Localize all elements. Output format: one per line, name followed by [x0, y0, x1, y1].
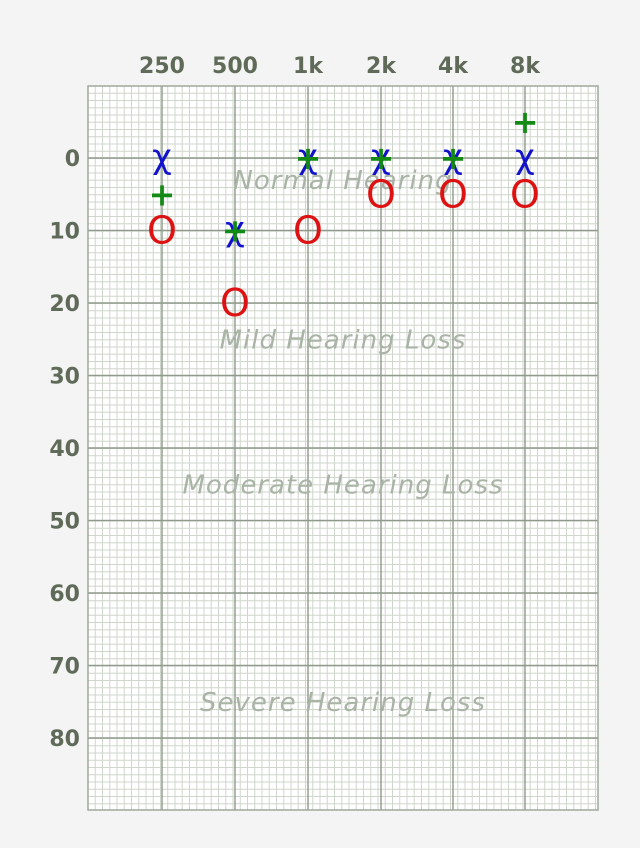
o-marker: O [510, 172, 540, 216]
x-marker: χ [515, 137, 535, 177]
x-tick-label: 4k [438, 54, 469, 79]
y-tick-label: 80 [49, 727, 80, 752]
o-marker: O [293, 209, 323, 253]
x-marker: χ [152, 137, 172, 177]
plot-border [87, 85, 599, 811]
x-marker: χ [443, 137, 463, 177]
region-labels: Normal Hearing Mild Hearing Loss Moderate … [182, 166, 503, 718]
region-label: Severe Hearing Loss [200, 688, 486, 718]
plus-marker: + [512, 103, 539, 141]
x-axis-ticks: 250 500 1k 2k 4k 8k [139, 54, 541, 79]
grid [87, 85, 599, 811]
y-tick-label: 30 [49, 365, 80, 390]
x-marker: χ [371, 137, 391, 177]
x-tick-label: 1k [293, 54, 324, 79]
y-tick-label: 60 [49, 582, 80, 607]
region-label: Moderate Hearing Loss [182, 470, 503, 500]
x-tick-label: 250 [139, 54, 185, 79]
x-tick-label: 500 [212, 54, 258, 79]
y-tick-label: 50 [49, 510, 80, 535]
o-marker: O [147, 209, 177, 253]
y-tick-label: 40 [49, 437, 80, 462]
plus-marker: + [222, 212, 249, 250]
y-tick-label: 70 [49, 655, 80, 680]
x-marker: χ [225, 210, 245, 250]
plus-marker: + [368, 139, 395, 177]
y-tick-label: 0 [65, 147, 80, 172]
region-label: Mild Hearing Loss [220, 325, 467, 355]
x-tick-label: 8k [510, 54, 541, 79]
x-tick-label: 2k [366, 54, 397, 79]
y-tick-label: 20 [49, 292, 80, 317]
plus-marker: + [440, 139, 467, 177]
y-tick-label: 10 [49, 220, 80, 245]
o-marker: O [438, 172, 468, 216]
region-label: Normal Hearing [233, 166, 452, 196]
y-axis-ticks: 0 10 20 30 40 50 60 70 80 [49, 147, 80, 752]
plus-marker: + [149, 175, 176, 213]
o-marker: O [220, 281, 250, 325]
o-marker: O [366, 172, 396, 216]
plus-marker: + [295, 139, 322, 177]
x-marker: χ [298, 137, 318, 177]
